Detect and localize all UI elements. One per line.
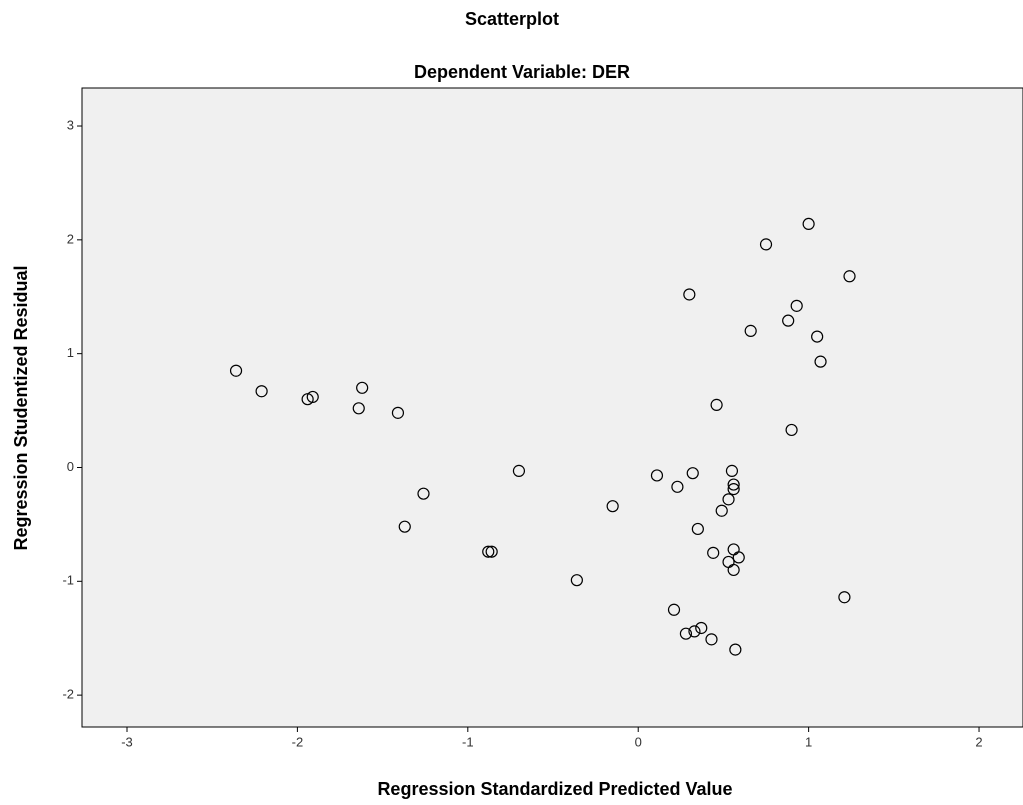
point	[725, 464, 739, 477]
chart-subtitle: Dependent Variable: DER	[414, 62, 630, 82]
point	[398, 520, 411, 533]
point	[814, 355, 827, 368]
point	[691, 522, 704, 536]
y-tick-label: 3	[67, 117, 74, 132]
point	[705, 633, 718, 646]
point	[729, 643, 742, 656]
point	[785, 423, 798, 437]
point	[759, 238, 773, 251]
point	[782, 314, 795, 327]
point	[229, 364, 243, 377]
y-tick-label: -1	[62, 573, 74, 588]
point	[715, 504, 728, 517]
point	[727, 563, 740, 577]
point	[686, 467, 699, 480]
x-tick-label: -1	[462, 734, 474, 749]
point	[306, 390, 319, 404]
x-axis-label: Regression Standardized Predicted Value	[377, 779, 732, 799]
point	[255, 385, 268, 398]
point	[391, 406, 405, 419]
point	[667, 603, 681, 616]
y-tick-label: -2	[62, 687, 74, 702]
point	[650, 469, 664, 482]
plot-area	[81, 87, 1023, 728]
y-axis-label: Regression Studentized Residual	[11, 265, 31, 550]
point	[790, 299, 803, 312]
point	[356, 381, 369, 394]
point	[843, 270, 856, 283]
point	[802, 217, 815, 231]
y-tick-label: 0	[67, 459, 74, 474]
point	[695, 621, 708, 635]
point	[485, 545, 498, 558]
point	[688, 625, 701, 638]
point	[671, 480, 684, 493]
point	[683, 288, 696, 301]
point	[732, 551, 745, 564]
point	[482, 545, 495, 558]
point	[417, 487, 430, 500]
point	[570, 574, 583, 587]
point	[710, 398, 723, 411]
y-tick-label: 2	[67, 231, 74, 246]
x-tick-label: 2	[975, 734, 982, 749]
chart-title: Scatterplot	[465, 9, 559, 29]
x-tick-label: 1	[805, 734, 812, 749]
x-tick-label: -3	[121, 734, 133, 749]
point	[606, 500, 619, 513]
point	[838, 591, 851, 604]
point	[707, 546, 720, 559]
point	[811, 330, 824, 343]
point	[744, 324, 757, 337]
point	[722, 493, 735, 506]
point	[727, 478, 740, 491]
point	[679, 627, 693, 640]
point	[352, 402, 365, 415]
point	[727, 483, 740, 496]
y-tick-label: 1	[67, 345, 74, 360]
x-tick-label: 0	[635, 734, 642, 749]
x-tick-label: -2	[292, 734, 304, 749]
point	[512, 464, 526, 477]
